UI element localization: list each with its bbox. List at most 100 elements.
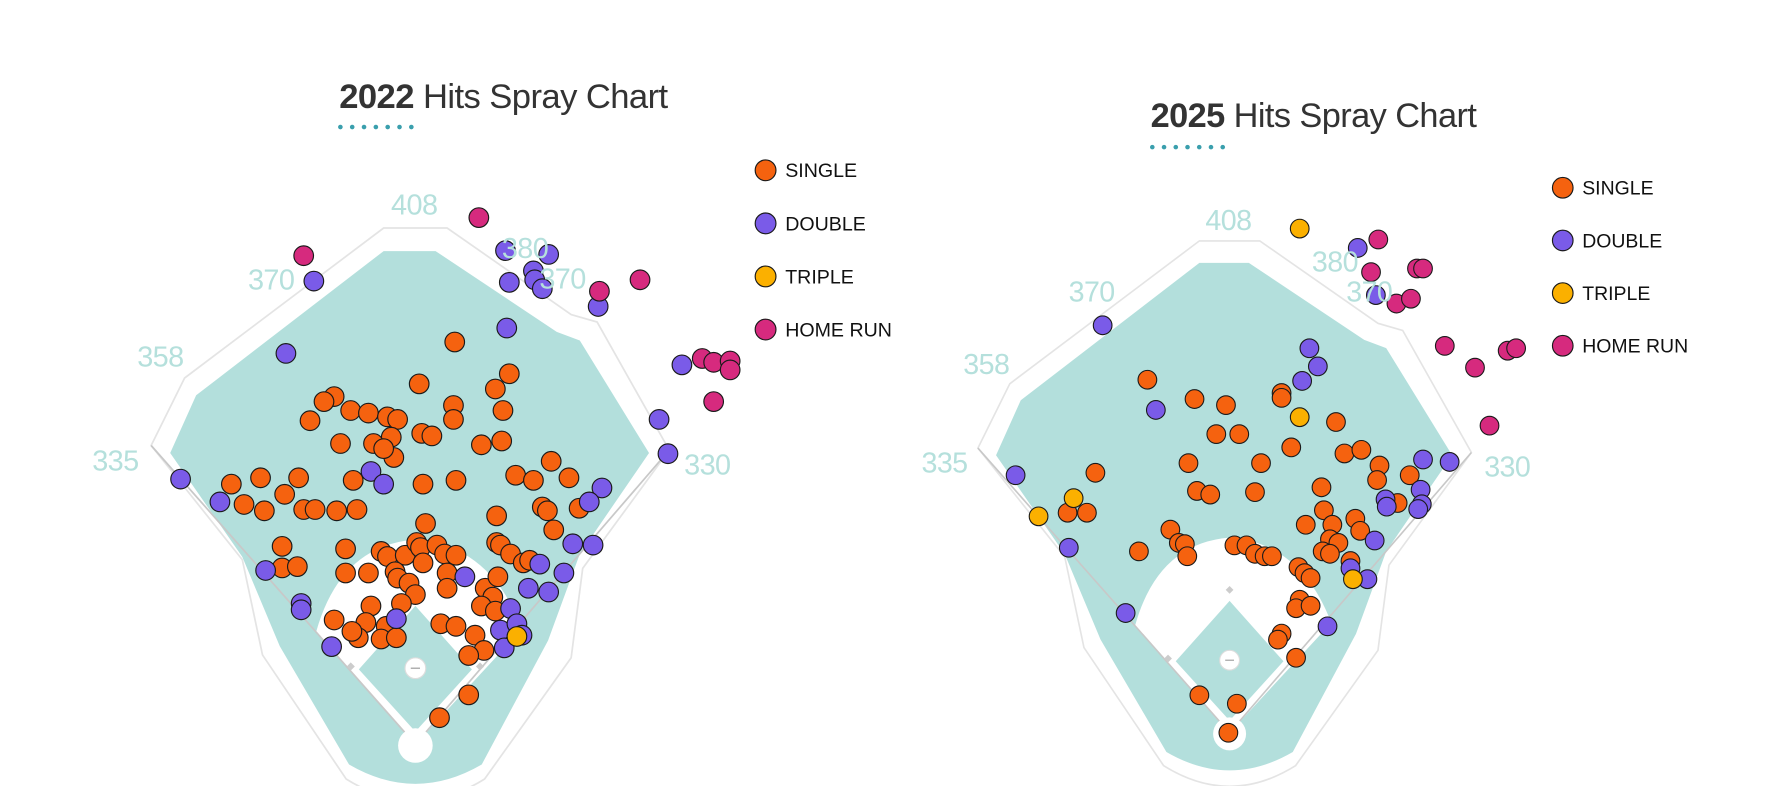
hit-point-single: [253, 500, 275, 522]
hit-point-single: [1367, 470, 1387, 490]
third-base: [346, 662, 355, 671]
hit-point-single: [250, 467, 271, 489]
hit-point-double: [495, 240, 516, 262]
series-single: [1057, 369, 1420, 743]
underline-dot: [1185, 144, 1190, 150]
underline-dot: [1150, 144, 1155, 150]
fence-distance-label: 358: [963, 349, 1009, 381]
hit-point-double: [1307, 356, 1328, 377]
legend-item: TRIPLE: [1551, 282, 1650, 305]
legend-item: TRIPLE: [754, 265, 854, 288]
fence-distance-label: 408: [391, 190, 437, 222]
hit-point-double: [671, 354, 693, 376]
hit-point-single: [487, 566, 509, 588]
hit-point-double: [538, 581, 560, 603]
fence-distance-label: 380: [1312, 246, 1358, 278]
hit-point-single: [1271, 387, 1292, 408]
hit-point-single: [387, 409, 409, 430]
hit-point-single: [1129, 541, 1149, 562]
hit-point-double: [385, 608, 407, 630]
hit-point-single: [458, 684, 480, 706]
hit-point-double: [1058, 537, 1079, 558]
hit-point-single: [536, 500, 558, 522]
hit-point-single: [408, 373, 430, 395]
hit-point-single: [1218, 722, 1239, 743]
outfield-grass: [996, 262, 1453, 771]
legend: SINGLE DOUBLE TRIPLE HOME RUN: [754, 159, 892, 341]
hit-point-single: [1226, 693, 1247, 714]
hit-point-home-run: [629, 269, 651, 291]
hit-point-double: [1092, 315, 1113, 336]
underline-dot: [409, 124, 414, 130]
hit-point-double: [553, 562, 575, 584]
legend-marker: [1551, 176, 1574, 199]
legend-label: TRIPLE: [1582, 283, 1650, 305]
hit-point-single: [505, 464, 527, 486]
fence-distance-label: 370: [1069, 277, 1115, 309]
underline-dot: [1208, 144, 1214, 150]
hit-point-double: [360, 461, 382, 482]
hit-point-single: [1085, 462, 1106, 483]
hit-point-home-run: [1413, 258, 1433, 279]
hit-point-double: [1145, 400, 1166, 420]
home-plate-circle: [398, 728, 433, 763]
hit-point-double: [1299, 338, 1320, 359]
hit-point-double: [648, 409, 670, 430]
hit-point-single: [1334, 443, 1355, 464]
hit-point-single: [233, 494, 255, 515]
hit-point-single: [1245, 482, 1265, 503]
hit-point-double: [454, 566, 476, 588]
legend-marker: [754, 265, 777, 288]
hit-point-double: [562, 533, 584, 555]
ballpark-field: [976, 218, 1527, 786]
series-double: [1005, 238, 1460, 637]
hit-point-single: [304, 499, 326, 520]
underline-dot: [1161, 144, 1167, 150]
hit-point-single: [330, 433, 351, 454]
hit-point-single: [1314, 500, 1334, 521]
legend-label: DOUBLE: [1582, 230, 1662, 252]
hit-point-double: [578, 491, 600, 513]
fence-distance-label: 370: [539, 264, 585, 296]
hit-point-double: [1376, 496, 1397, 517]
hit-point-single: [1350, 520, 1371, 541]
hit-point-single: [1262, 546, 1282, 567]
hit-point-single: [1311, 477, 1332, 498]
hit-point-single: [299, 410, 321, 432]
hit-point-double: [1115, 603, 1136, 623]
hit-point-single: [444, 331, 466, 353]
underline-dot: [397, 124, 402, 130]
hit-point-double: [303, 270, 325, 292]
hit-point-double: [582, 534, 604, 556]
hit-point-home-run: [1401, 288, 1421, 309]
hit-point-single: [274, 483, 296, 505]
hit-point-home-run: [1361, 262, 1381, 283]
hit-point-double: [1439, 452, 1460, 472]
hit-point-single: [1351, 439, 1372, 460]
hit-points: [170, 207, 741, 729]
underline-dot: [1173, 144, 1179, 150]
hit-point-triple: [1063, 488, 1084, 509]
hit-point-single: [1300, 595, 1321, 616]
hit-point-home-run: [468, 207, 490, 228]
series-triple: [506, 626, 528, 647]
hit-point-home-run: [1506, 338, 1527, 359]
hit-point-home-run: [1465, 357, 1485, 378]
hit-point-double: [321, 636, 342, 657]
hit-point-double: [170, 468, 191, 490]
underline-dot: [373, 124, 379, 130]
legend-item: SINGLE: [754, 159, 857, 182]
hit-point-single: [358, 562, 379, 584]
hit-point-single: [445, 544, 467, 566]
hit-point-double: [517, 577, 539, 599]
hit-point-single: [458, 645, 480, 666]
hit-point-single: [220, 473, 242, 495]
hit-point-single: [415, 513, 436, 534]
underline-dot: [349, 124, 355, 130]
underline-dot: [1220, 144, 1226, 150]
hit-point-single: [271, 535, 293, 557]
series-home-run: [293, 207, 741, 413]
hit-point-single: [484, 378, 506, 400]
